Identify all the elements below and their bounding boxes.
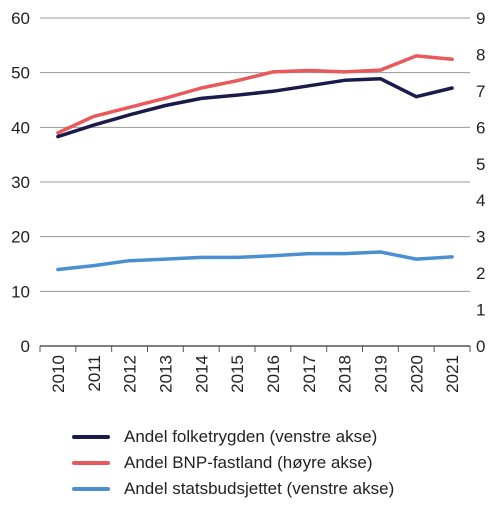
x-tick-label: 2015	[228, 355, 247, 393]
legend-swatch-folketrygden	[72, 435, 110, 439]
series-line-folketrygden	[56, 76, 454, 139]
x-tick-label: 2016	[264, 355, 283, 393]
series-line-statsbudsjettet	[56, 250, 454, 272]
x-tick-label: 2013	[156, 355, 175, 393]
right-tick-label: 1	[476, 301, 485, 320]
x-axis: 2010 2011 2012 2013 2014 2015 2016 2017 2018 2019…	[39, 346, 471, 393]
right-tick-label: 5	[476, 155, 485, 174]
x-tick-label: 2021	[443, 355, 462, 393]
legend-label-statsbudsjettet: Andel statsbudsjettet (venstre akse)	[124, 479, 395, 498]
gridlines	[40, 17, 470, 347]
series-lines	[56, 54, 454, 272]
right-axis: 0 1 2 3 4 5 6 7 8 9	[476, 9, 485, 356]
x-tick-label: 2011	[85, 355, 104, 392]
x-tick-label: 2010	[49, 355, 68, 393]
right-tick-label: 7	[476, 82, 485, 101]
legend-label-bnp-fastland: Andel BNP-fastland (høyre akse)	[124, 453, 373, 472]
legend-item-bnp-fastland: Andel BNP-fastland (høyre akse)	[72, 450, 492, 476]
right-tick-label: 0	[476, 337, 485, 356]
x-tick-label: 2020	[407, 355, 426, 393]
right-tick-label: 9	[476, 9, 485, 28]
legend-swatch-statsbudsjettet	[72, 487, 110, 491]
left-tick-label: 0	[21, 337, 30, 356]
right-tick-label: 4	[476, 191, 485, 210]
x-tick-label: 2019	[371, 355, 390, 393]
legend-swatch-bnp-fastland	[72, 461, 110, 465]
left-tick-label: 60	[11, 9, 30, 28]
legend: Andel folketrygden (venstre akse) Andel …	[72, 424, 492, 502]
left-tick-label: 50	[11, 64, 30, 83]
x-tick-label: 2012	[121, 355, 140, 393]
right-tick-label: 2	[476, 264, 485, 283]
left-tick-label: 10	[11, 282, 30, 301]
x-tick-label: 2017	[300, 355, 319, 393]
left-tick-label: 30	[11, 173, 30, 192]
series-line-bnp-fastland	[56, 54, 454, 135]
right-tick-label: 3	[476, 228, 485, 247]
x-tick-label: 2018	[336, 355, 355, 393]
right-tick-label: 8	[476, 45, 485, 64]
right-tick-label: 6	[476, 118, 485, 137]
legend-label-folketrygden: Andel folketrygden (venstre akse)	[124, 427, 378, 446]
legend-item-statsbudsjettet: Andel statsbudsjettet (venstre akse)	[72, 476, 492, 502]
legend-item-folketrygden: Andel folketrygden (venstre akse)	[72, 424, 492, 450]
left-tick-label: 40	[11, 118, 30, 137]
left-tick-label: 20	[11, 228, 30, 247]
x-tick-label: 2014	[192, 355, 211, 393]
left-axis: 0 10 20 30 40 50 60	[11, 9, 30, 356]
